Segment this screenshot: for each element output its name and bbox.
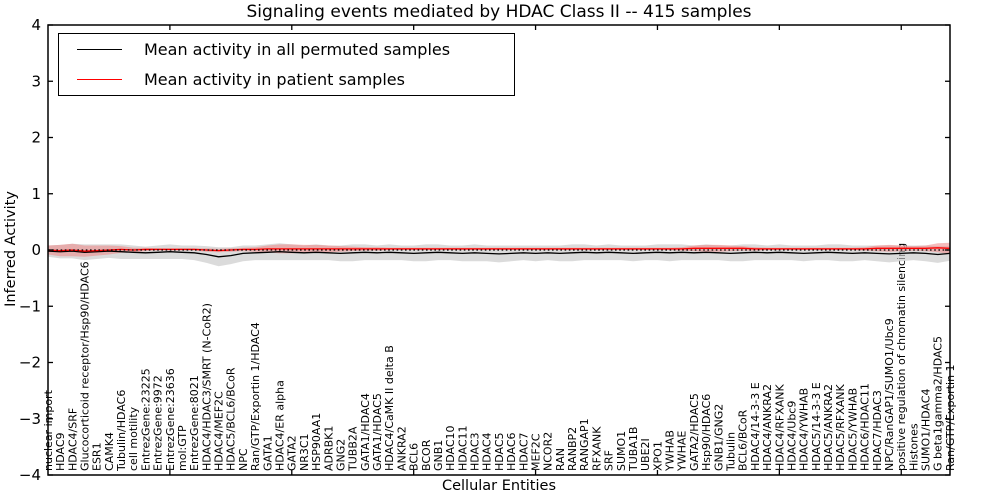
x-tick-label: G beta1gamma2/HDAC5 (932, 336, 945, 471)
x-tick-label: HDAC5 (493, 432, 506, 471)
x-tick-label: HDAC7/HDAC3 (871, 390, 884, 471)
x-tick-label: HDAC3 (469, 432, 482, 471)
x-tick-label: HDAC5/14-3-3 E (810, 382, 823, 471)
x-tick-label: RFXANK (590, 426, 603, 471)
y-tick-label: −2 (19, 354, 41, 372)
x-tick-label: GATA1 (261, 435, 274, 471)
x-tick-label: SUMO1 (615, 431, 628, 471)
x-tick-label: HDAC9 (54, 432, 67, 471)
x-tick-label: YWHAB (664, 430, 677, 472)
y-axis-label: Inferred Activity (3, 191, 19, 307)
x-tick-label: GATA2 (286, 435, 299, 471)
y-tick-label: 2 (31, 129, 41, 147)
x-tick-label: HDAC4/MEF2C (213, 391, 226, 471)
x-tick-label: GATA2/HDAC5 (688, 393, 701, 471)
x-tick-label: Tubulin (725, 432, 738, 472)
x-tick-label: Histones (907, 423, 920, 471)
y-tick-label: 1 (31, 185, 41, 203)
x-tick-label: SUMO1/HDAC4 (920, 389, 933, 471)
x-tick-label: HDAC10 (444, 425, 457, 471)
x-tick-label: positive regulation of chromatin silenci… (895, 243, 908, 471)
permuted-mean-line (47, 250, 951, 258)
legend-item-patient: Mean activity in patient samples (59, 65, 514, 93)
legend-label-permuted: Mean activity in all permuted samples (144, 40, 451, 60)
y-tick-label: 3 (31, 72, 41, 90)
x-tick-label: RANBP2 (566, 427, 579, 471)
x-tick-label: YWHAE (676, 431, 689, 472)
x-tick-label: SRF (603, 450, 616, 471)
x-tick-label: HDAC4/HDAC3/SMRT (N-CoR2) (200, 303, 213, 471)
x-tick-label: HDAC5/ANKRA2 (822, 384, 835, 471)
x-tick-label: NR3C1 (298, 433, 311, 471)
x-tick-label: EntrezGene:23225 (139, 368, 152, 471)
x-tick-label: HDAC4/ER alpha (274, 380, 287, 471)
x-tick-label: GATA1/HDAC4 (359, 393, 372, 471)
x-tick-label: MEF2C (530, 433, 543, 471)
x-tick-label: HDAC5/YWHAB (846, 388, 859, 471)
x-tick-label: GNG2 (334, 439, 347, 471)
y-tick-label: 0 (31, 241, 41, 259)
x-tick-label: HDAC4/CaMK II delta B (383, 345, 396, 471)
x-tick-label: TUBA1B (627, 427, 640, 472)
x-tick-label: NCOR2 (542, 432, 555, 471)
x-axis-label: Cellular Entities (441, 478, 557, 494)
x-tick-label: HDAC4/Ubc9 (785, 401, 798, 471)
x-tick-label: HSP90AA1 (310, 413, 323, 471)
patient-mean-line (47, 247, 951, 252)
x-tick-label: Glucocorticoid receptor/Hsp90/HDAC6 (79, 261, 92, 471)
x-tick-label: Ran/GTP/Exportin 1/HDAC4 (249, 322, 262, 471)
permuted-line-swatch (77, 49, 122, 51)
x-tick-label: UBE2I (639, 438, 652, 471)
legend-label-patient: Mean activity in patient samples (144, 69, 405, 89)
x-tick-label: Tubulin/HDAC6 (115, 390, 128, 472)
x-tick-label: EntrezGene:23636 (164, 368, 177, 471)
y-tick-label: −3 (19, 410, 41, 428)
x-tick-label: ESR1 (91, 442, 104, 471)
x-tick-label: GNB1/GNG2 (712, 404, 725, 471)
x-tick-label: XPO1 (651, 441, 664, 471)
x-tick-label: GATA1/HDAC5 (371, 393, 384, 471)
x-tick-label: GNB1 (432, 440, 445, 471)
x-tick-label: HDAC6 (505, 432, 518, 471)
x-tick-label: HDAC11 (456, 425, 469, 471)
x-tick-label: HDAC5/BCL6/BCoR (225, 367, 238, 471)
x-tick-label: RAN (554, 448, 567, 471)
x-tick-label: HDAC4/YWHAB (798, 388, 811, 471)
legend-item-permuted: Mean activity in all permuted samples (59, 36, 514, 64)
y-tick-label: −1 (19, 297, 41, 315)
x-tick-label: ADRBK1 (322, 426, 335, 471)
chart-title: Signaling events mediated by HDAC Class … (246, 2, 752, 22)
x-tick-label: Hsp90/HDAC6 (700, 394, 713, 471)
x-tick-label: EntrezGene:9972 (152, 375, 165, 471)
x-tick-label: HDAC4/RFXANK (773, 383, 786, 471)
x-tick-label: BCL6/BCoR (737, 409, 750, 471)
x-tick-label: HDAC4 (481, 432, 494, 471)
x-tick-label: HDAC5/RFXANK (834, 383, 847, 471)
x-tick-label: CAMK4 (103, 432, 116, 471)
x-tick-label: mol:GTP (176, 425, 189, 471)
permuted-band (48, 243, 950, 267)
y-tick-label: 4 (31, 16, 41, 34)
y-tick-label: −4 (19, 466, 41, 484)
x-tick-label: HDAC6/HDAC11 (859, 383, 872, 471)
x-tick-label: HDAC4/14-3-3 E (749, 382, 762, 471)
x-tick-label: TUBB2A (347, 426, 360, 472)
x-tick-label: RANGAP1 (578, 418, 591, 471)
x-tick-label: BCOR (420, 439, 433, 471)
legend: Mean activity in all permuted samples Me… (58, 33, 515, 96)
x-tick-label: HDAC7 (517, 432, 530, 471)
x-tick-label: HDAC4/SRF (66, 408, 79, 471)
x-tick-label: NPC/RanGAP1/SUMO1/Ubc9 (883, 318, 896, 471)
patient-line-swatch (77, 78, 122, 80)
x-tick-label: EntrezGene:8021 (188, 375, 201, 471)
x-tick-label: HDAC4/ANKRA2 (761, 384, 774, 471)
x-tick-label: BCL6 (408, 443, 421, 471)
x-tick-label: ANKRA2 (395, 426, 408, 471)
x-tick-label: NPC (237, 448, 250, 471)
x-tick-label: cell motility (127, 406, 140, 471)
